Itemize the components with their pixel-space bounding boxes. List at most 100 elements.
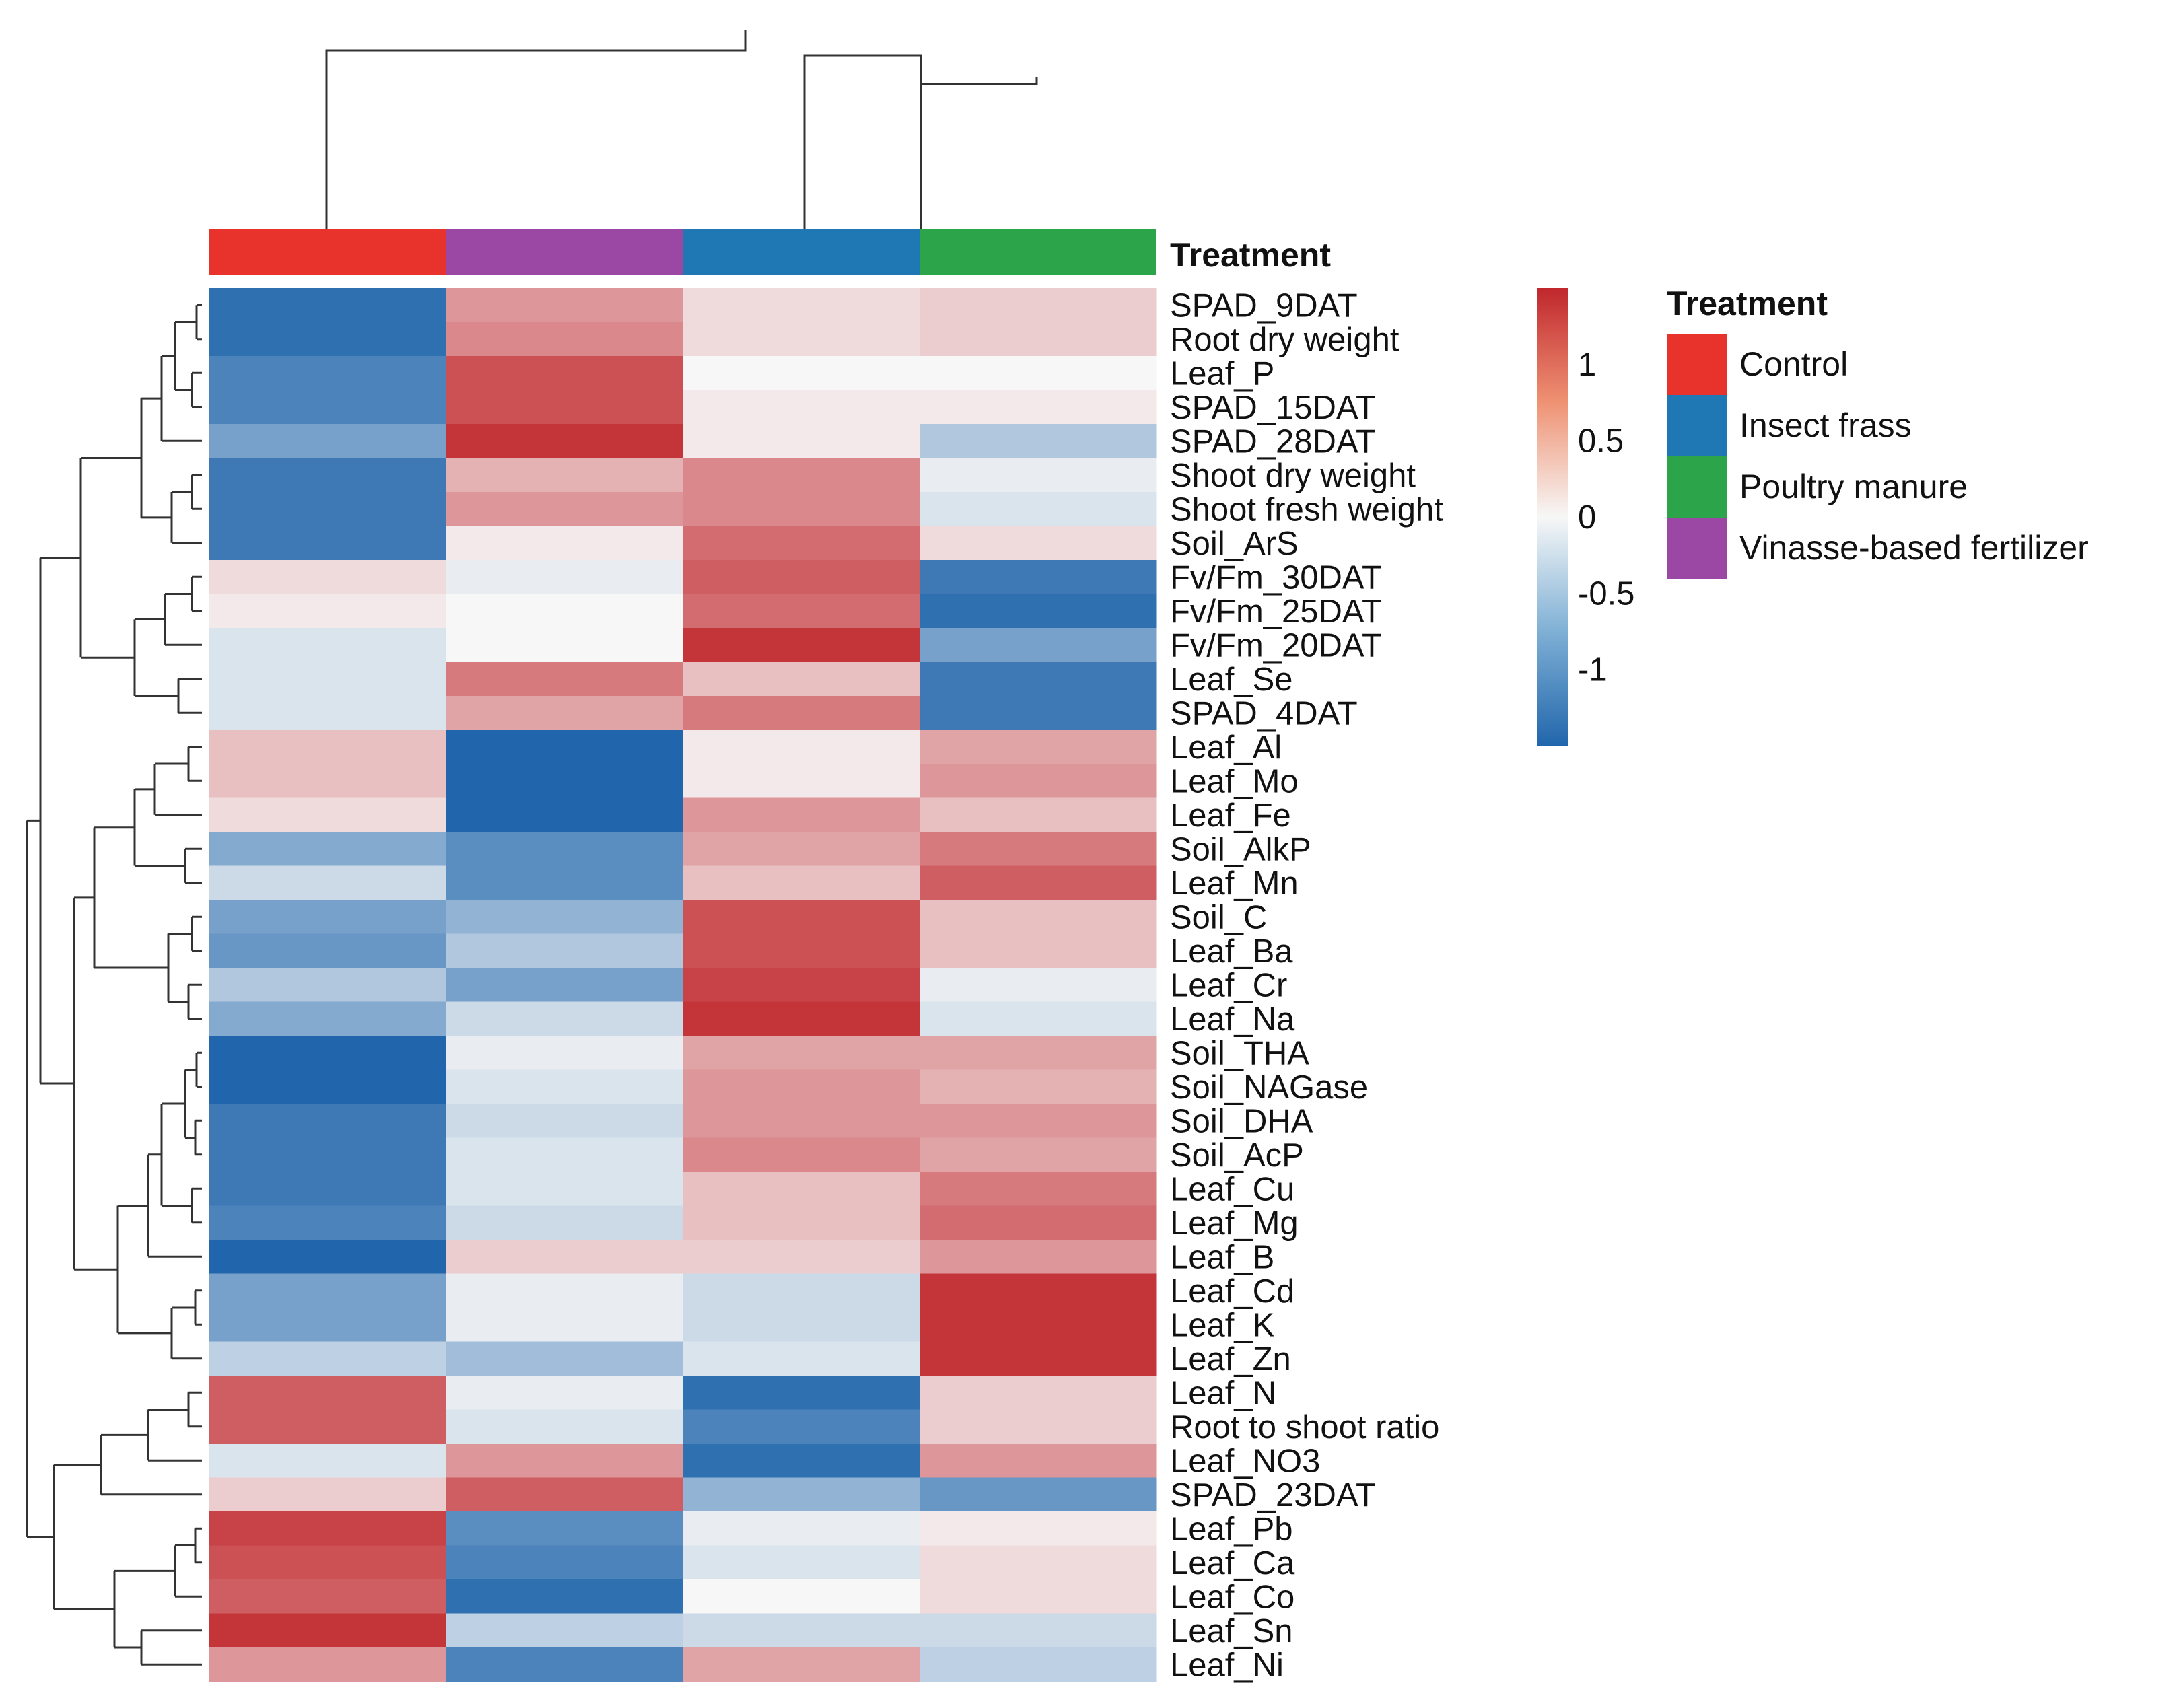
color-scale-legend: 1 0.5 0 -0.5 -1 (1537, 288, 1634, 746)
heatmap-cell (209, 832, 446, 866)
heatmap-cell (683, 1444, 920, 1478)
heatmap-cell (683, 322, 920, 357)
row-label: Root to shoot ratio (1170, 1409, 1439, 1446)
color-scale-tick: -1 (1578, 652, 1608, 688)
heatmap-cell (209, 730, 446, 764)
heatmap-cell (209, 865, 446, 900)
heatmap-cell (446, 1205, 683, 1240)
heatmap-cell (209, 356, 446, 390)
heatmap-cell (446, 764, 683, 798)
heatmap-cell (446, 458, 683, 493)
heatmap-cell (446, 797, 683, 832)
row-label: Soil_C (1170, 899, 1267, 935)
legend-swatch (1667, 518, 1727, 579)
heatmap-cell (920, 492, 1157, 526)
heatmap-cell (683, 492, 920, 526)
heatmap-cell (446, 1069, 683, 1104)
legend-label: Poultry manure (1739, 468, 1968, 505)
heatmap-cell (209, 1511, 446, 1546)
color-scale-tick: 1 (1578, 347, 1596, 383)
heatmap-cell (920, 662, 1157, 697)
heatmap-cell (683, 560, 920, 594)
heatmap-cell (683, 1477, 920, 1512)
heatmap-cells (209, 288, 1157, 1682)
heatmap-cell (209, 1376, 446, 1410)
heatmap-cell (209, 1409, 446, 1444)
annotation-cell (683, 229, 920, 275)
row-label: Leaf_Ca (1170, 1545, 1295, 1581)
heatmap-cell (446, 662, 683, 697)
heatmap-cell (209, 560, 446, 594)
row-label: Leaf_Cr (1170, 967, 1287, 1003)
heatmap-cell (446, 390, 683, 425)
row-label: Leaf_Na (1170, 1001, 1295, 1038)
heatmap-cell (446, 730, 683, 764)
heatmap-cell (920, 1001, 1157, 1036)
heatmap-cell (446, 322, 683, 357)
heatmap-cell (209, 1104, 446, 1138)
heatmap-cell (209, 1579, 446, 1614)
color-scale-bar (1537, 288, 1568, 746)
heatmap-cell (446, 1647, 683, 1682)
heatmap-cell (920, 933, 1157, 968)
heatmap-cell (920, 1205, 1157, 1240)
heatmap-cell (683, 1137, 920, 1172)
heatmap-cell (683, 1579, 920, 1614)
heatmap-cell (209, 288, 446, 322)
heatmap-cell (920, 1511, 1157, 1546)
annotation-title: Treatment (1170, 236, 1331, 274)
heatmap-cell (683, 1069, 920, 1104)
heatmap-cell (920, 1613, 1157, 1648)
heatmap-cell (209, 1477, 446, 1512)
heatmap-cell (683, 730, 920, 764)
row-label: Leaf_Se (1170, 662, 1293, 698)
heatmap-cell (209, 1647, 446, 1682)
heatmap-cell (683, 390, 920, 425)
heatmap-cell (446, 696, 683, 730)
row-label: Soil_DHA (1170, 1103, 1313, 1139)
heatmap-cell (920, 1308, 1157, 1342)
heatmap-cell (920, 526, 1157, 561)
heatmap-cell (920, 764, 1157, 798)
heatmap-cell (920, 628, 1157, 662)
heatmap-cell (920, 832, 1157, 866)
row-label: Soil_THA (1170, 1035, 1309, 1071)
heatmap-cell (446, 1172, 683, 1206)
heatmap-cell (683, 458, 920, 493)
row-label: Soil_AlkP (1170, 831, 1311, 867)
heatmap-cell (209, 1308, 446, 1342)
legend-label: Control (1739, 345, 1848, 383)
heatmap-cell (209, 1613, 446, 1648)
row-dendrogram (26, 304, 202, 1666)
heatmap-cell (920, 1273, 1157, 1308)
heatmap-cell (920, 1444, 1157, 1478)
heatmap-cell (920, 1069, 1157, 1104)
row-label: Leaf_Al (1170, 730, 1282, 766)
heatmap-cell (446, 968, 683, 1002)
heatmap-cell (209, 1205, 446, 1240)
row-label: SPAD_9DAT (1170, 287, 1358, 324)
heatmap-cell (683, 526, 920, 561)
row-label: Leaf_Zn (1170, 1341, 1291, 1378)
legend-label: Insect frass (1739, 406, 1912, 444)
row-label: Leaf_N (1170, 1375, 1276, 1411)
column-dendrogram (325, 30, 1038, 229)
row-label: Leaf_Co (1170, 1579, 1294, 1615)
row-label: Leaf_Ba (1170, 933, 1293, 970)
heatmap-cell (209, 492, 446, 526)
heatmap-cell (683, 865, 920, 900)
heatmap-cell (446, 1477, 683, 1512)
heatmap-cell (683, 797, 920, 832)
heatmap-cell (920, 1036, 1157, 1070)
heatmap-cell (209, 1036, 446, 1070)
heatmap-cell (683, 1613, 920, 1648)
heatmap-cell (920, 1409, 1157, 1444)
row-label: Soil_AcP (1170, 1137, 1304, 1174)
row-label: Soil_ArS (1170, 526, 1299, 562)
heatmap-cell (920, 1137, 1157, 1172)
color-scale-tick: 0.5 (1578, 423, 1624, 460)
heatmap-cell (920, 865, 1157, 900)
heatmap-cell (446, 1137, 683, 1172)
